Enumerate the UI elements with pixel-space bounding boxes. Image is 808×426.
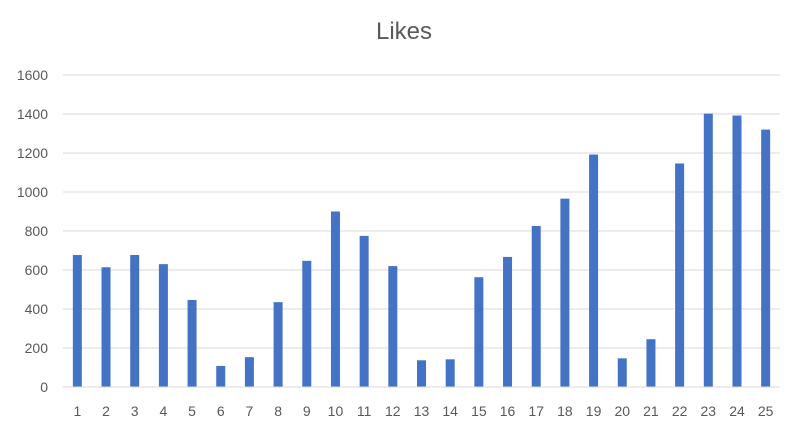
bar-9 bbox=[302, 260, 312, 387]
bar-10 bbox=[330, 211, 340, 387]
y-tick-label-200: 200 bbox=[25, 340, 49, 356]
x-tick-label-16: 16 bbox=[500, 403, 516, 419]
bar-16 bbox=[503, 256, 513, 387]
bar-22 bbox=[675, 163, 685, 387]
y-tick-label-0: 0 bbox=[40, 379, 48, 395]
y-tick-label-1200: 1200 bbox=[17, 145, 48, 161]
bar-25 bbox=[761, 129, 771, 387]
bar-2 bbox=[101, 267, 111, 387]
gridlines bbox=[63, 74, 780, 349]
bar-19 bbox=[589, 154, 599, 387]
x-tick-label-3: 3 bbox=[131, 403, 139, 419]
x-tick-label-24: 24 bbox=[729, 403, 745, 419]
bar-23 bbox=[703, 113, 713, 388]
y-tick-label-1000: 1000 bbox=[17, 184, 48, 200]
x-tick-label-4: 4 bbox=[159, 403, 167, 419]
x-tick-label-9: 9 bbox=[303, 403, 311, 419]
x-tick-label-21: 21 bbox=[643, 403, 659, 419]
bar-4 bbox=[158, 264, 168, 387]
x-tick-label-8: 8 bbox=[274, 403, 282, 419]
y-tick-label-1600: 1600 bbox=[17, 67, 48, 83]
bar-1 bbox=[72, 254, 82, 387]
x-tick-label-18: 18 bbox=[557, 403, 573, 419]
bar-6 bbox=[216, 365, 226, 387]
x-tick-label-15: 15 bbox=[471, 403, 487, 419]
bar-13 bbox=[417, 360, 426, 387]
bar-7 bbox=[244, 357, 254, 387]
x-tick-label-10: 10 bbox=[328, 403, 344, 419]
bar-24 bbox=[732, 115, 742, 387]
bar-20 bbox=[617, 358, 627, 387]
x-tick-label-5: 5 bbox=[188, 403, 196, 419]
y-tick-label-600: 600 bbox=[25, 262, 49, 278]
bar-15 bbox=[474, 277, 484, 387]
x-tick-label-25: 25 bbox=[758, 403, 774, 419]
bar-3 bbox=[130, 254, 140, 387]
x-tick-label-12: 12 bbox=[385, 403, 401, 419]
x-tick-label-6: 6 bbox=[217, 403, 225, 419]
x-tick-label-2: 2 bbox=[102, 403, 110, 419]
x-tick-label-17: 17 bbox=[528, 403, 544, 419]
bar-17 bbox=[531, 225, 541, 387]
bar-12 bbox=[388, 266, 398, 387]
bar-21 bbox=[646, 339, 656, 387]
x-tick-label-23: 23 bbox=[701, 403, 717, 419]
bars bbox=[72, 113, 771, 388]
bar-5 bbox=[187, 300, 197, 387]
bar-14 bbox=[445, 359, 455, 387]
x-tick-label-1: 1 bbox=[73, 403, 81, 419]
y-tick-label-400: 400 bbox=[25, 301, 49, 317]
y-tick-label-800: 800 bbox=[25, 223, 49, 239]
x-tick-label-20: 20 bbox=[614, 403, 630, 419]
x-tick-label-19: 19 bbox=[586, 403, 602, 419]
bar-8 bbox=[273, 302, 283, 387]
x-tick-label-11: 11 bbox=[357, 403, 372, 419]
x-tick-label-14: 14 bbox=[442, 403, 458, 419]
y-tick-label-1400: 1400 bbox=[17, 106, 48, 122]
x-tick-label-22: 22 bbox=[672, 403, 688, 419]
bar-11 bbox=[359, 235, 369, 387]
x-tick-label-7: 7 bbox=[246, 403, 254, 419]
chart-title: Likes bbox=[375, 18, 433, 45]
x-tick-label-13: 13 bbox=[414, 403, 430, 419]
bar-18 bbox=[560, 198, 570, 387]
